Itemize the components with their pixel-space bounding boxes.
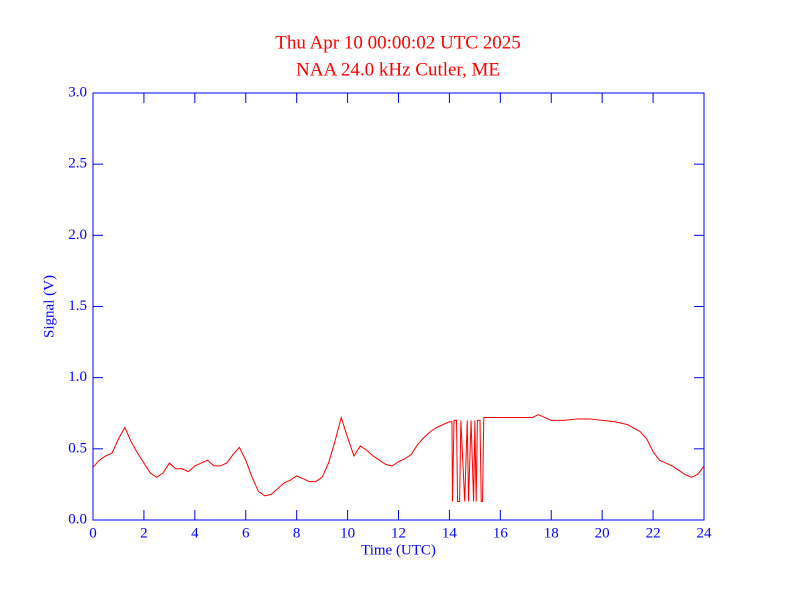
y-tick-label: 1.0 [68,369,87,385]
x-tick-label: 6 [242,525,250,541]
y-tick-label: 3.0 [68,84,87,100]
x-tick-label: 2 [140,525,148,541]
x-tick-label: 4 [191,525,199,541]
x-axis-label: Time (UTC) [361,542,436,558]
x-tick-label: 20 [595,525,610,541]
y-tick-label: 2.5 [68,156,87,172]
x-tick-label: 18 [544,525,559,541]
y-tick-label: 2.0 [68,227,87,243]
y-tick-label: 0.0 [68,511,87,527]
plot-frame [92,92,705,521]
x-tick-label: 24 [697,525,713,541]
chart-subtitle: NAA 24.0 kHz Cutler, ME [296,59,500,80]
signal-line [92,414,705,502]
y-tick-label: 0.5 [68,440,87,456]
x-tick-label: 14 [442,525,458,541]
x-tick-label: 16 [493,525,509,541]
x-tick-label: 12 [391,525,406,541]
x-tick-label: 22 [646,525,661,541]
x-tick-label: 10 [340,525,355,541]
y-axis-label: Signal (V) [41,275,57,338]
x-tick-label: 8 [293,525,301,541]
chart-title: Thu Apr 10 00:00:02 UTC 2025 [275,32,520,53]
x-tick-label: 0 [89,525,97,541]
y-tick-label: 1.5 [68,298,87,314]
